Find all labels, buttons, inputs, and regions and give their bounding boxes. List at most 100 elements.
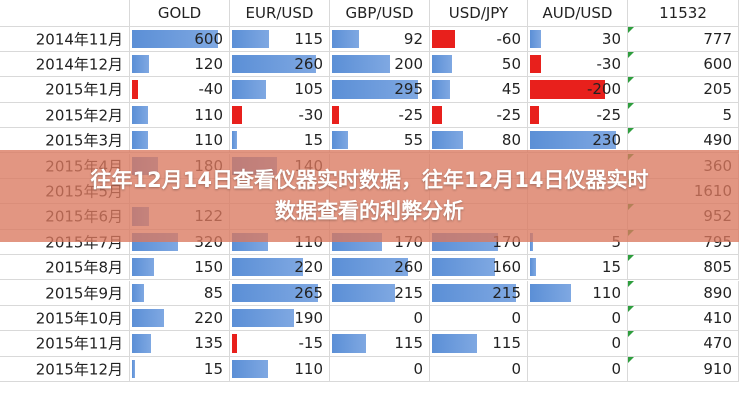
value-cell: 200 [330, 51, 430, 78]
cell-value: 80 [501, 131, 521, 150]
cell-value: 190 [294, 309, 323, 328]
cell-value: -25 [596, 105, 622, 124]
value-cell: 135 [130, 331, 230, 357]
cell-value: 50 [501, 55, 521, 74]
comment-marker [628, 102, 634, 109]
value-cell: 260 [230, 51, 330, 78]
cell-value: 15 [203, 359, 223, 378]
title-line: 数据查看的利弊分析 [275, 199, 464, 223]
value-cell: 45 [430, 77, 528, 103]
header-cell: AUD/USD [528, 0, 628, 27]
header-cell: GOLD [130, 0, 230, 27]
cell-value: -30 [298, 105, 324, 124]
row-label-cell: 2015年8月 [0, 255, 130, 281]
row-label-cell: 2015年9月 [0, 280, 130, 306]
value-cell: 205 [628, 77, 739, 103]
data-bar [332, 283, 395, 302]
value-cell: 410 [628, 305, 739, 332]
negative-data-bar [232, 105, 242, 125]
cell-value: 85 [203, 283, 223, 302]
value-cell: 0 [430, 305, 528, 332]
data-bar [132, 283, 145, 302]
row-label: 2015年8月 [45, 258, 123, 277]
row-label: 2015年2月 [45, 106, 123, 125]
cell-value: 115 [492, 334, 521, 353]
value-cell: -40 [130, 77, 230, 103]
value-cell: 120 [130, 51, 230, 78]
cell-value: 805 [703, 258, 732, 277]
header-cell: EUR/USD [230, 0, 330, 27]
row-label: 2015年12月 [35, 360, 123, 379]
data-bar [530, 131, 616, 150]
comment-marker [628, 305, 634, 312]
value-cell: 220 [230, 255, 330, 281]
cell-value: 205 [703, 80, 732, 99]
data-bar [332, 258, 408, 277]
value-cell: 470 [628, 331, 739, 357]
cell-value: 105 [294, 80, 323, 99]
data-bar [132, 308, 164, 328]
cell-value: 0 [413, 359, 423, 378]
value-cell: 0 [430, 356, 528, 383]
data-bar [132, 258, 154, 277]
cell-value: 160 [492, 258, 521, 277]
cell-value: 0 [511, 359, 521, 378]
header-cell: GBP/USD [330, 0, 430, 27]
value-cell: 15 [528, 255, 628, 281]
row-label: 2015年3月 [45, 131, 123, 150]
data-bar [232, 308, 294, 328]
cell-value: 260 [394, 258, 423, 277]
title-line: 往年12月14日查看仪器实时数据，往年12月14日仪器实时 [90, 168, 649, 192]
corner-cell [0, 0, 130, 27]
cell-value: 230 [592, 131, 621, 150]
cell-value: 470 [703, 334, 732, 353]
negative-data-bar [432, 29, 456, 48]
cell-value: 0 [611, 359, 621, 378]
cell-value: 110 [294, 359, 323, 378]
cell-value: 600 [703, 55, 732, 74]
row-label-cell: 2014年11月 [0, 26, 130, 52]
cell-value: 215 [492, 283, 521, 302]
value-cell: 110 [130, 102, 230, 129]
data-bar [232, 54, 317, 74]
header-text: GOLD [157, 3, 202, 22]
comment-marker [628, 280, 634, 287]
negative-data-bar [132, 80, 138, 99]
cell-value: 0 [611, 309, 621, 328]
row-label: 2015年9月 [45, 284, 123, 303]
data-bar [432, 334, 477, 353]
value-cell: 150 [130, 255, 230, 281]
row-label-cell: 2014年12月 [0, 51, 130, 78]
header-cell: 11532 [628, 0, 739, 27]
cell-value: 115 [294, 29, 323, 48]
value-cell: -25 [528, 102, 628, 129]
value-cell: 265 [230, 280, 330, 306]
comment-marker [628, 331, 634, 338]
value-cell: 600 [628, 51, 739, 78]
value-cell: 910 [628, 356, 739, 383]
data-bar [332, 54, 391, 74]
header-text: 11532 [659, 3, 707, 22]
header-text: GBP/USD [345, 3, 414, 22]
data-bar [432, 131, 464, 150]
value-cell: 30 [528, 26, 628, 52]
data-bar [232, 131, 237, 150]
cell-value: -200 [586, 80, 621, 99]
cell-value: 0 [413, 309, 423, 328]
comment-marker [628, 255, 634, 262]
cell-value: 110 [592, 283, 621, 302]
cell-value: -25 [398, 105, 424, 124]
value-cell: 190 [230, 305, 330, 332]
row-label-cell: 2015年10月 [0, 305, 130, 332]
cell-value: 45 [501, 80, 521, 99]
data-bar [132, 334, 152, 353]
value-cell: 215 [330, 280, 430, 306]
data-bar [232, 29, 270, 48]
cell-value: 220 [294, 258, 323, 277]
row-label-cell: 2015年11月 [0, 331, 130, 357]
value-cell: -30 [230, 102, 330, 129]
data-bar [132, 54, 150, 74]
comment-marker [628, 26, 634, 33]
value-cell: 85 [130, 280, 230, 306]
value-cell: 890 [628, 280, 739, 306]
